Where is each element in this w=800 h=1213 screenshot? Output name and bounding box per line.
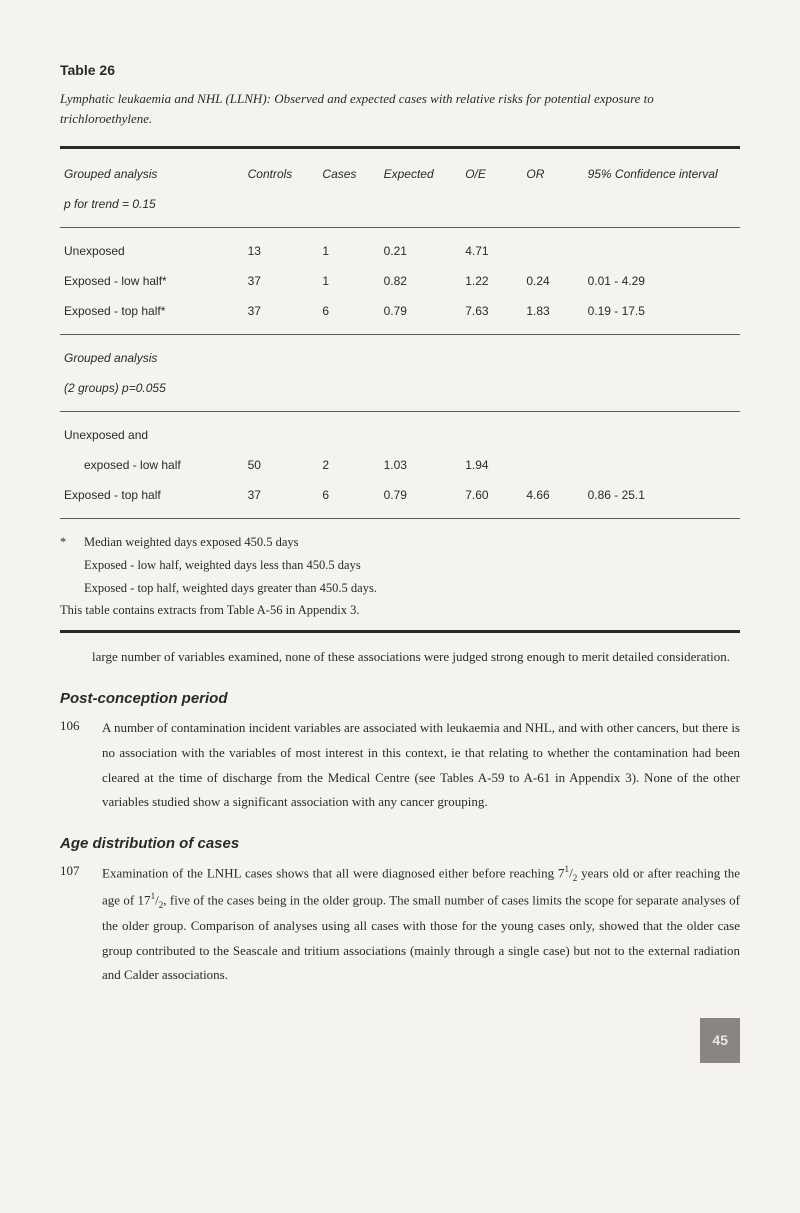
cell: 0.79: [380, 296, 462, 326]
col-header: Expected: [380, 159, 462, 189]
col-header: O/E: [461, 159, 522, 189]
table-subtitle: Lymphatic leukaemia and NHL (LLNH): Obse…: [60, 89, 740, 128]
paragraph-number: 107: [60, 861, 88, 987]
mid-label: (2 groups) p=0.055: [60, 373, 740, 403]
table-row: Unexposed and: [60, 420, 740, 450]
cell: [522, 450, 583, 480]
cell: 4.71: [461, 236, 522, 266]
rule-top: [60, 146, 740, 149]
cell: 1.83: [522, 296, 583, 326]
cell: 4.66: [522, 480, 583, 510]
cell: 13: [244, 236, 319, 266]
data-table: Grouped analysis Controls Cases Expected…: [60, 159, 740, 219]
table-notes: *Median weighted days exposed 450.5 days…: [60, 533, 740, 620]
cell: 0.86 - 25.1: [584, 480, 740, 510]
rule: [60, 411, 740, 412]
col-header: Grouped analysis: [60, 159, 244, 189]
cell: 0.24: [522, 266, 583, 296]
cell: Exposed - top half*: [60, 296, 244, 326]
cell: 50: [244, 450, 319, 480]
cell: 1: [318, 266, 379, 296]
cell: Exposed - low half*: [60, 266, 244, 296]
cell: 0.19 - 17.5: [584, 296, 740, 326]
cell: [522, 236, 583, 266]
rule: [60, 334, 740, 335]
note: Exposed - top half, weighted days greate…: [84, 581, 377, 595]
cell: 7.60: [461, 480, 522, 510]
rule: [60, 227, 740, 228]
cell: 37: [244, 480, 319, 510]
cell: Exposed - top half: [60, 480, 244, 510]
table-row: exposed - low half 50 2 1.03 1.94: [60, 450, 740, 480]
table-title: Table 26: [60, 60, 740, 81]
cell: 0.82: [380, 266, 462, 296]
cell: Unexposed and: [60, 420, 740, 450]
section-heading: Age distribution of cases: [60, 833, 740, 856]
cell: 1.03: [380, 450, 462, 480]
mid-label: Grouped analysis: [60, 343, 740, 373]
note: Median weighted days exposed 450.5 days: [84, 535, 299, 549]
numbered-paragraph: 106 A number of contamination incident v…: [60, 716, 740, 815]
cell: 0.21: [380, 236, 462, 266]
paragraph-body: Examination of the LNHL cases shows that…: [102, 861, 740, 987]
cell: 1.94: [461, 450, 522, 480]
cell: 37: [244, 296, 319, 326]
cell: 37: [244, 266, 319, 296]
cell: exposed - low half: [60, 450, 244, 480]
col-header: Cases: [318, 159, 379, 189]
note: Exposed - low half, weighted days less t…: [84, 558, 361, 572]
cell: 0.01 - 4.29: [584, 266, 740, 296]
data-table-midlabel: Grouped analysis (2 groups) p=0.055: [60, 343, 740, 403]
cell: 6: [318, 296, 379, 326]
table-header-sub: p for trend = 0.15: [60, 189, 740, 219]
paragraph-body: A number of contamination incident varia…: [102, 716, 740, 815]
table-row: Exposed - low half* 37 1 0.82 1.22 0.24 …: [60, 266, 740, 296]
cell: Unexposed: [60, 236, 244, 266]
data-table-block2: Unexposed and exposed - low half 50 2 1.…: [60, 420, 740, 510]
body-paragraph: large number of variables examined, none…: [92, 645, 740, 670]
cell: 7.63: [461, 296, 522, 326]
cell: [584, 450, 740, 480]
note: This table contains extracts from Table …: [60, 601, 740, 620]
cell: 1.22: [461, 266, 522, 296]
cell: 1: [318, 236, 379, 266]
table-row: Exposed - top half* 37 6 0.79 7.63 1.83 …: [60, 296, 740, 326]
rule-bottom: [60, 630, 740, 633]
col-header: 95% Confidence interval: [584, 159, 740, 189]
cell: 6: [318, 480, 379, 510]
paragraph-number: 106: [60, 716, 88, 815]
cell: [584, 236, 740, 266]
numbered-paragraph: 107 Examination of the LNHL cases shows …: [60, 861, 740, 987]
page-number: 45: [700, 1018, 740, 1063]
col-header: OR: [522, 159, 583, 189]
section-heading: Post-conception period: [60, 688, 740, 711]
table-row: Unexposed 13 1 0.21 4.71: [60, 236, 740, 266]
data-table-block1: Unexposed 13 1 0.21 4.71 Exposed - low h…: [60, 236, 740, 326]
cell: 0.79: [380, 480, 462, 510]
cell: 2: [318, 450, 379, 480]
col-header: Controls: [244, 159, 319, 189]
header-sub: p for trend = 0.15: [60, 189, 740, 219]
asterisk-icon: *: [60, 533, 84, 552]
table-row: Exposed - top half 37 6 0.79 7.60 4.66 0…: [60, 480, 740, 510]
table-header-row: Grouped analysis Controls Cases Expected…: [60, 159, 740, 189]
rule: [60, 518, 740, 519]
